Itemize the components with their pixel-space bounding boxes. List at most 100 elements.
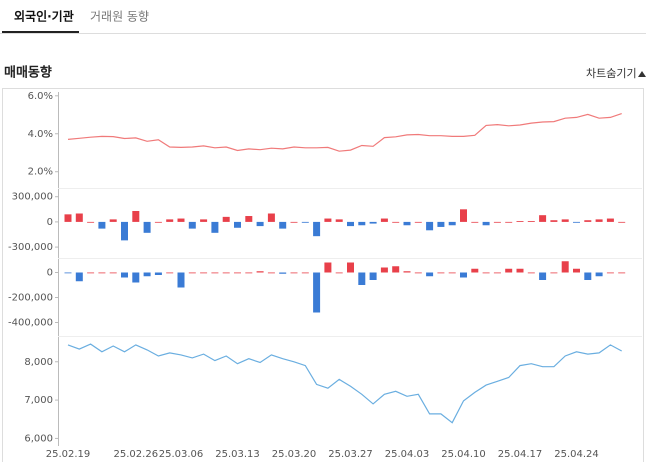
bar: [109, 272, 117, 274]
bar: [516, 268, 524, 273]
bar: [573, 221, 580, 223]
tab[interactable]: 거래원 동향: [90, 10, 149, 24]
bar: [493, 221, 501, 223]
bar: [550, 220, 558, 222]
bar: [290, 221, 298, 223]
bar: [414, 221, 422, 223]
x-tick-label: 25.04.17: [498, 449, 543, 460]
bar: [177, 272, 185, 288]
x-tick-label: 25.04.10: [441, 449, 486, 460]
bar: [437, 272, 445, 274]
bar: [211, 272, 219, 274]
bar: [75, 213, 83, 222]
bar: [267, 272, 275, 274]
toggle-chart[interactable]: 차트숨기기: [586, 67, 637, 80]
x-tick-label: 25.04.24: [554, 449, 599, 460]
bar: [143, 221, 151, 233]
y-tick-label: 6,000: [24, 433, 53, 444]
y-tick-label: 300,000: [12, 192, 53, 203]
bar: [188, 221, 196, 229]
bar: [380, 267, 388, 273]
bar: [256, 221, 264, 227]
toggle-icon: [638, 71, 646, 77]
bar: [505, 268, 513, 273]
bar: [358, 221, 366, 226]
bar: [301, 272, 309, 274]
bar: [347, 262, 354, 273]
bar: [222, 272, 230, 274]
bar: [516, 221, 524, 222]
bar: [573, 268, 580, 273]
bar: [414, 272, 422, 274]
bar: [75, 272, 83, 282]
bar: [426, 221, 434, 231]
y-tick-label: 8,000: [24, 357, 53, 368]
bar: [245, 272, 253, 274]
bar: [188, 272, 196, 274]
bar: [561, 261, 569, 273]
bar: [426, 272, 434, 277]
bar: [109, 219, 117, 222]
bar: [505, 221, 513, 223]
y-tick-label: 6.0%: [28, 91, 53, 102]
bar: [335, 272, 343, 274]
bar: [200, 219, 208, 222]
bar: [87, 272, 95, 274]
bar: [392, 266, 400, 273]
bar: [584, 272, 592, 280]
bar: [482, 221, 490, 226]
bar: [121, 221, 128, 241]
bar: [279, 221, 287, 229]
bar: [369, 221, 377, 224]
bar: [64, 272, 72, 274]
bar: [154, 221, 162, 223]
bar: [132, 272, 140, 283]
x-tick-label: 25.02.26: [114, 449, 159, 460]
bar: [584, 220, 592, 222]
bar: [471, 221, 479, 223]
bar: [166, 219, 174, 222]
x-tick-label: 25.03.20: [272, 449, 317, 460]
y-tick-label: 2.0%: [28, 167, 53, 178]
bar: [448, 272, 456, 274]
bar: [313, 221, 321, 237]
bar: [460, 209, 467, 222]
section-title: 매매동향: [4, 65, 52, 81]
line-series: [67, 113, 622, 152]
bar: [482, 272, 490, 274]
x-tick-label: 25.04.03: [385, 449, 430, 460]
tab[interactable]: 외국인·기관: [14, 9, 74, 24]
bar: [369, 272, 377, 280]
bar: [550, 272, 558, 274]
bar: [392, 221, 400, 223]
bar: [539, 215, 547, 222]
bar: [403, 221, 411, 226]
bar: [595, 272, 603, 277]
bar: [471, 268, 479, 273]
y-tick-label: -200,000: [8, 293, 53, 304]
bar: [234, 272, 241, 274]
bar: [358, 272, 366, 285]
bar: [234, 221, 241, 228]
bar: [121, 272, 128, 278]
bar: [313, 272, 321, 313]
bar: [290, 272, 298, 274]
y-tick-label: 7,000: [24, 395, 53, 406]
bar: [132, 210, 140, 222]
bar: [324, 218, 332, 222]
bar: [98, 272, 106, 274]
bar: [166, 272, 174, 274]
bar: [347, 221, 354, 227]
bar: [98, 221, 106, 229]
x-tick-label: 25.03.27: [328, 449, 373, 460]
bar: [256, 271, 264, 273]
bar: [448, 221, 456, 226]
bar: [539, 272, 547, 280]
bar: [561, 219, 569, 222]
bar: [301, 221, 309, 223]
bar: [618, 221, 626, 223]
bar: [335, 219, 343, 222]
chart-frame: [2, 88, 644, 462]
bar: [324, 262, 332, 273]
